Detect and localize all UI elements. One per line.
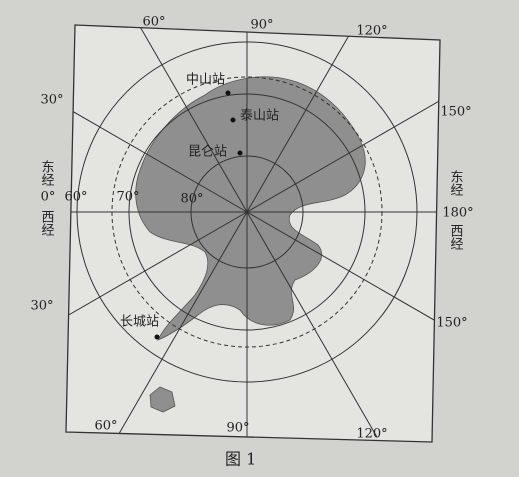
station-dot bbox=[225, 90, 231, 96]
station-label: 长城站 bbox=[120, 315, 159, 330]
meridian-label: 180° bbox=[442, 206, 473, 221]
station-dot bbox=[154, 334, 160, 340]
longitude-label: 30° bbox=[30, 299, 53, 314]
meridian bbox=[116, 211, 248, 438]
longitude-label: 60° bbox=[94, 419, 117, 434]
meridian bbox=[246, 211, 378, 438]
longitude-label: 120° bbox=[356, 24, 387, 39]
longitude-label: 90° bbox=[226, 421, 249, 436]
caption: 图 1 bbox=[225, 450, 256, 469]
latitude-label: 80° bbox=[180, 192, 203, 207]
map-body bbox=[66, 25, 440, 442]
meridian bbox=[66, 211, 248, 343]
latitude-label: 70° bbox=[116, 190, 139, 205]
longitude-label: 60° bbox=[142, 15, 165, 30]
meridian bbox=[116, 25, 248, 213]
antarctica bbox=[135, 76, 366, 341]
latitude-label: 60° bbox=[64, 190, 87, 205]
island bbox=[149, 386, 176, 413]
meridian-label: 东经 bbox=[448, 170, 464, 196]
meridian-label: 西经 bbox=[448, 224, 464, 250]
meridian bbox=[246, 81, 440, 213]
station-label: 泰山站 bbox=[240, 109, 279, 124]
meridian-label: 东经 bbox=[39, 160, 55, 186]
station-dot bbox=[230, 117, 236, 123]
meridian bbox=[66, 81, 248, 213]
longitude-label: 120° bbox=[356, 427, 387, 442]
station-dot bbox=[237, 150, 243, 156]
station-label: 昆仑站 bbox=[188, 145, 227, 160]
meridian bbox=[246, 25, 378, 213]
meridian-label: 0° bbox=[41, 190, 56, 205]
station-label: 中山站 bbox=[186, 73, 225, 88]
graticule bbox=[66, 25, 440, 442]
longitude-label: 30° bbox=[40, 93, 63, 108]
longitude-label: 150° bbox=[436, 316, 467, 331]
meridian-label: 西经 bbox=[39, 210, 55, 236]
longitude-label: 150° bbox=[440, 105, 471, 120]
longitude-label: 90° bbox=[250, 18, 273, 33]
